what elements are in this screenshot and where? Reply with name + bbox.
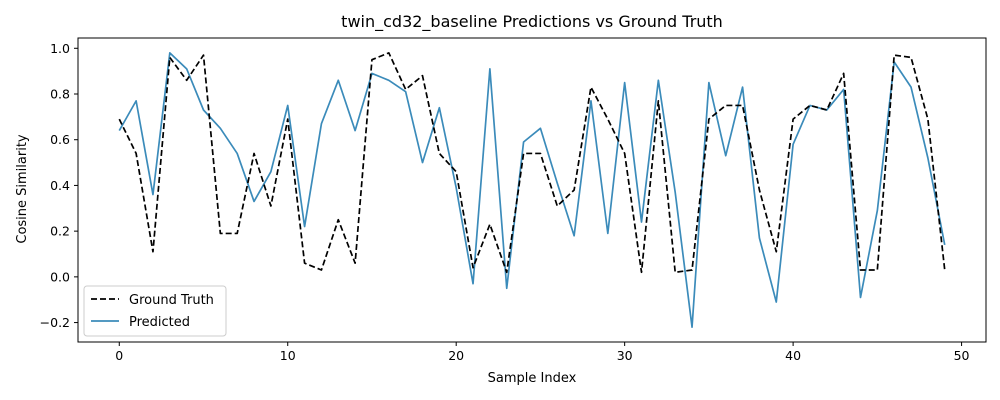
x-tick-label: 50 — [954, 348, 970, 363]
chart-title: twin_cd32_baseline Predictions vs Ground… — [341, 12, 723, 32]
y-axis: −0.2 0.0 0.2 0.4 0.6 0.8 1.0 — [40, 41, 78, 330]
y-tick-label: 0.4 — [50, 178, 70, 193]
y-tick-label: 0.0 — [50, 269, 70, 284]
x-tick-label: 0 — [115, 348, 123, 363]
series-layer — [118, 52, 946, 328]
y-tick-label: 1.0 — [50, 41, 70, 56]
x-axis-title: Sample Index — [488, 371, 577, 386]
x-axis: 0 10 20 30 40 50 — [115, 342, 970, 363]
y-tick-label: 0.8 — [50, 87, 70, 102]
y-tick-label: 0.2 — [50, 224, 70, 239]
legend-box — [83, 285, 227, 337]
y-axis-title: Cosine Similarity — [15, 134, 30, 244]
plot-area — [77, 37, 987, 343]
y-tick-label: −0.2 — [40, 315, 70, 330]
x-tick-label: 30 — [617, 348, 633, 363]
x-tick-label: 20 — [448, 348, 464, 363]
legend: Ground Truth Predicted — [83, 285, 227, 337]
legend-label-predicted: Predicted — [129, 315, 190, 330]
y-tick-label: 0.6 — [50, 132, 70, 147]
x-tick-label: 40 — [785, 348, 801, 363]
series-line-predicted — [118, 52, 946, 328]
legend-label-ground-truth: Ground Truth — [129, 293, 214, 308]
plot-frame — [77, 37, 987, 343]
x-tick-label: 10 — [280, 348, 296, 363]
series-line-ground-truth — [118, 52, 946, 274]
